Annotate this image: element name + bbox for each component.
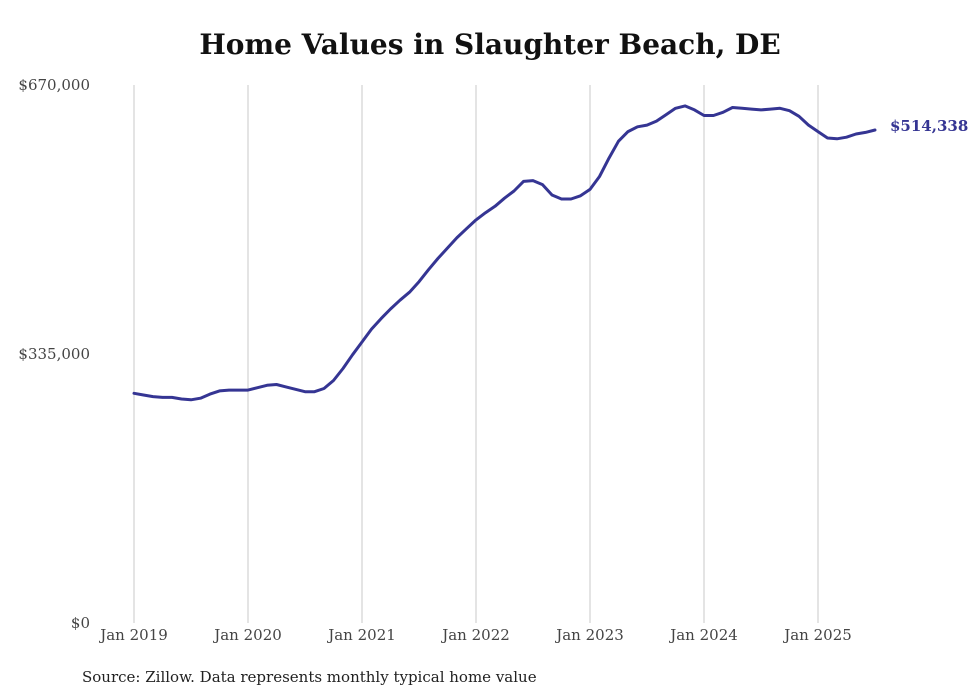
x-tick-label: Jan 2024 [668, 626, 738, 644]
y-axis-ticks: $0 $335,000 $670,000 [18, 76, 90, 632]
end-value-label: $514,338 [890, 117, 968, 135]
chart-title: Home Values in Slaughter Beach, DE [199, 28, 781, 61]
y-tick-label: $670,000 [18, 76, 90, 94]
x-tick-label: Jan 2020 [212, 626, 282, 644]
y-tick-label: $0 [71, 614, 90, 632]
grid-lines [133, 85, 819, 623]
series-group: $514,338 [132, 104, 968, 402]
series-line [132, 104, 877, 402]
x-axis-ticks: Jan 2019 Jan 2020 Jan 2021 Jan 2022 Jan 2023… [98, 626, 852, 644]
x-tick-label: Jan 2021 [326, 626, 396, 644]
y-tick-label: $335,000 [18, 345, 90, 363]
x-tick-label: Jan 2022 [440, 626, 510, 644]
x-tick-label: Jan 2023 [554, 626, 624, 644]
x-tick-label: Jan 2025 [782, 626, 852, 644]
source-note: Source: Zillow. Data represents monthly … [82, 668, 537, 686]
x-tick-label: Jan 2019 [98, 626, 168, 644]
